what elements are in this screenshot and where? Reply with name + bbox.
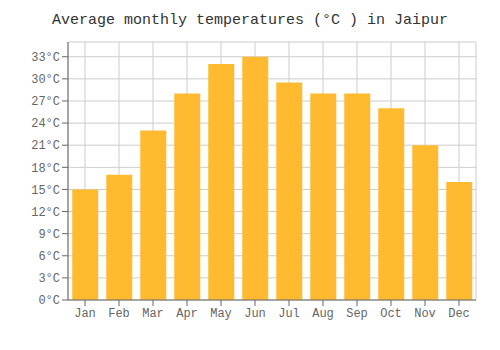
svg-text:May: May [210, 307, 232, 321]
svg-text:Jul: Jul [278, 307, 300, 321]
svg-text:Jan: Jan [74, 307, 96, 321]
svg-text:Nov: Nov [414, 307, 436, 321]
svg-text:Apr: Apr [176, 307, 198, 321]
svg-text:15°C: 15°C [31, 184, 60, 198]
svg-text:Feb: Feb [108, 307, 130, 321]
svg-text:9°C: 9°C [38, 228, 60, 242]
svg-text:27°C: 27°C [31, 95, 60, 109]
svg-text:Aug: Aug [312, 307, 334, 321]
svg-text:0°C: 0°C [38, 294, 60, 308]
svg-text:30°C: 30°C [31, 73, 60, 87]
svg-text:18°C: 18°C [31, 162, 60, 176]
svg-text:Mar: Mar [142, 307, 164, 321]
html-text:Average monthly temperatures (: Average monthly temperatures (°C ) in Ja… [52, 12, 448, 29]
svg-text:Oct: Oct [380, 307, 402, 321]
svg-text:Jun: Jun [244, 307, 266, 321]
svg-text:Dec: Dec [448, 307, 470, 321]
svg-text:24°C: 24°C [31, 117, 60, 131]
svg-text:Sep: Sep [346, 307, 368, 321]
svg-text:21°C: 21°C [31, 139, 60, 153]
svg-text:33°C: 33°C [31, 51, 60, 65]
svg-text:3°C: 3°C [38, 272, 60, 286]
svg-text:12°C: 12°C [31, 206, 60, 220]
svg-text:6°C: 6°C [38, 250, 60, 264]
